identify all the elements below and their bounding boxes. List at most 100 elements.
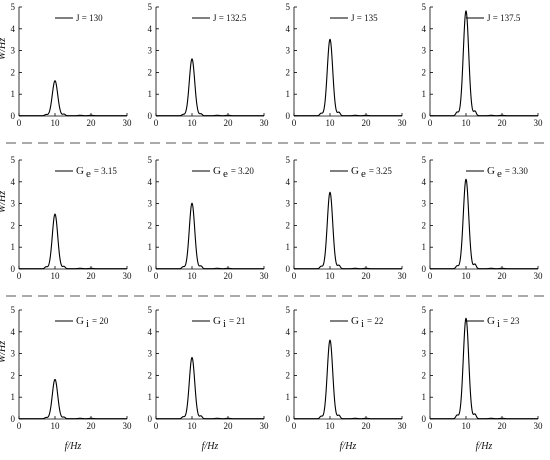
y-tick-label: 4 [422,24,427,34]
x-tick-label: 10 [188,118,198,128]
y-tick-label: 0 [286,414,291,424]
y-tick-label: 3 [286,349,291,359]
y-tick-label: 0 [148,111,153,121]
subplot-1-1: 0 1 2 3 4 5 0 10 20 30 G e = 3.20 [148,155,270,281]
y-tick-label: 5 [11,155,16,165]
y-tick-label: 5 [148,155,153,165]
y-tick-label: 2 [422,370,427,380]
legend-value: = 132.5 [217,13,247,23]
legend-subscript: e [86,168,91,180]
y-tick-label: 0 [148,414,153,424]
legend-subscript: i [86,318,89,330]
legend-subscript: i [361,318,364,330]
y-tick-label: 1 [11,89,16,99]
spectrum-line [19,80,127,117]
legend-symbol: G [213,315,221,327]
x-tick-label: 30 [260,271,270,281]
spectrum-line [430,10,538,117]
y-axis-title: W/Hz [0,341,8,363]
x-tick-label: 20 [362,421,372,431]
y-tick-label: 1 [148,392,153,402]
x-tick-label: 20 [362,118,372,128]
x-tick-label: 0 [292,421,297,431]
legend-value: = 3.20 [231,166,255,176]
legend-subscript: e [361,168,366,180]
x-tick-label: 20 [224,271,234,281]
x-tick-label: 0 [292,271,297,281]
legend-symbol: G [351,315,359,327]
spectrum-line [430,317,538,420]
subplot-0-1: 0 1 2 3 4 5 0 10 20 30 J = 132.5 [148,2,270,128]
y-tick-label: 1 [148,242,153,252]
x-tick-label: 0 [154,421,159,431]
legend-value: = 135 [355,13,379,23]
y-tick-label: 2 [148,370,153,380]
y-tick-label: 5 [422,2,427,12]
spectrum-line [294,339,402,420]
x-tick-label: 10 [462,421,472,431]
subplot-0-3: 0 1 2 3 4 5 0 10 20 30 J = 137.5 [422,2,544,128]
legend-label: J = 137.5 [487,13,521,23]
x-axis-title: f/Hz [340,441,357,452]
x-tick-label: 0 [17,271,22,281]
x-tick-label: 20 [362,271,372,281]
y-tick-label: 5 [148,2,153,12]
y-tick-label: 3 [11,199,16,209]
legend-label: J = 130 [76,13,103,23]
y-tick-label: 5 [11,305,16,315]
y-tick-label: 5 [286,155,291,165]
legend-value: = 20 [92,316,109,326]
spectrum-line [156,58,264,117]
y-tick-label: 3 [422,349,427,359]
y-tick-label: 5 [286,2,291,12]
spectrum-line [430,178,538,270]
legend-value: = 3.25 [369,166,393,176]
y-tick-label: 5 [422,305,427,315]
x-tick-label: 10 [326,421,336,431]
spectrum-line [19,378,127,420]
y-tick-label: 0 [286,111,291,121]
y-tick-label: 5 [286,305,291,315]
y-tick-label: 1 [11,392,16,402]
legend-label: J = 135 [351,13,378,23]
y-tick-label: 3 [286,46,291,56]
x-tick-label: 20 [498,118,508,128]
x-tick-label: 20 [87,271,97,281]
y-tick-label: 5 [422,155,427,165]
y-tick-label: 0 [422,264,427,274]
y-tick-label: 3 [422,199,427,209]
y-tick-label: 0 [11,111,16,121]
spectrum-line [294,191,402,270]
x-tick-label: 10 [51,421,61,431]
y-tick-label: 4 [11,327,16,337]
legend-symbol: G [76,315,84,327]
y-tick-label: 2 [148,220,153,230]
legend-symbol: G [487,165,495,177]
y-tick-label: 0 [422,111,427,121]
legend-symbol: G [213,165,221,177]
y-tick-label: 3 [11,46,16,56]
y-tick-label: 0 [11,414,16,424]
y-tick-label: 4 [286,177,291,187]
legend-subscript: e [223,168,228,180]
x-tick-label: 20 [224,421,234,431]
x-axis-title: f/Hz [202,441,219,452]
legend-subscript: i [223,318,226,330]
x-tick-label: 30 [398,421,408,431]
y-tick-label: 3 [148,349,153,359]
x-tick-label: 30 [398,271,408,281]
x-tick-label: 20 [498,271,508,281]
y-axis-title: W/Hz [0,191,8,213]
y-tick-label: 3 [148,46,153,56]
y-axis-title: W/Hz [0,38,8,60]
x-tick-label: 20 [87,118,97,128]
x-tick-label: 30 [260,421,270,431]
x-tick-label: 0 [17,421,22,431]
subplot-2-0: 0 1 2 3 4 5 0 10 20 30 G i = 20 W/Hz f/Hz [0,305,132,452]
legend-value: = 22 [367,316,383,326]
